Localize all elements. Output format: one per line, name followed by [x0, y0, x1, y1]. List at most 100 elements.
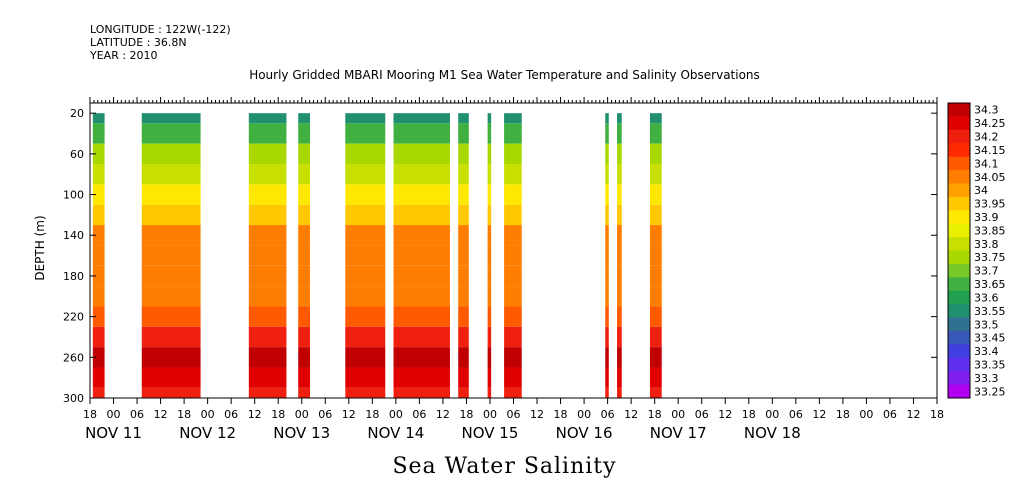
colorbar-label: 33.5	[974, 318, 999, 331]
x-date-label: NOV 12	[179, 424, 236, 442]
heatmap-cell	[141, 164, 201, 185]
heatmap-cell	[345, 143, 386, 165]
heatmap-cell	[504, 367, 522, 388]
data-segment	[141, 113, 201, 398]
colorbar-swatch	[948, 170, 970, 184]
x-tick-label: 06	[601, 408, 615, 421]
heatmap-cell	[487, 367, 492, 388]
heatmap-cell	[649, 306, 662, 327]
colorbar-label: 33.35	[974, 358, 1006, 371]
latitude-label: LATITUDE : 36.8N	[90, 36, 187, 49]
colorbar-label: 33.6	[974, 291, 999, 304]
heatmap-cell	[92, 164, 105, 185]
heatmap-cell	[458, 326, 469, 348]
heatmap-cell	[487, 123, 492, 144]
data-segment	[458, 113, 469, 398]
colorbar-label: 33.7	[974, 265, 999, 278]
heatmap-cell	[141, 286, 201, 307]
heatmap-cell	[487, 347, 492, 368]
heatmap-cell	[298, 347, 310, 368]
x-tick-label: 18	[742, 408, 756, 421]
x-tick-label: 00	[201, 408, 215, 421]
heatmap-cell	[92, 113, 105, 124]
x-date-label: NOV 16	[556, 424, 613, 442]
x-tick-label: 18	[459, 408, 473, 421]
heatmap-cell	[393, 367, 450, 388]
x-tick-label: 06	[507, 408, 521, 421]
heatmap-cell	[458, 204, 469, 226]
heatmap-cell	[617, 326, 622, 348]
heatmap-cell	[248, 367, 287, 388]
y-tick-label: 140	[63, 229, 84, 242]
heatmap-cell	[141, 306, 201, 327]
heatmap-cell	[458, 367, 469, 388]
heatmap-cell	[141, 123, 201, 144]
heatmap-cell	[298, 204, 310, 226]
colorbar-label: 33.8	[974, 238, 999, 251]
colorbar-label: 34.3	[974, 104, 999, 117]
data-segment	[345, 113, 386, 398]
x-date-label: NOV 13	[273, 424, 330, 442]
colorbar-swatch	[948, 116, 970, 131]
colorbar-swatch	[948, 210, 970, 225]
variable-label: Sea Water Salinity	[392, 454, 617, 479]
heatmap-cell	[649, 143, 662, 165]
colorbar-swatch	[948, 357, 970, 372]
x-date-label: NOV 11	[85, 424, 142, 442]
x-tick-label: 12	[248, 408, 262, 421]
heatmap-cell	[605, 265, 609, 287]
heatmap-cell	[393, 347, 450, 368]
heatmap-cell	[649, 225, 662, 246]
x-tick-label: 06	[883, 408, 897, 421]
heatmap-cell	[458, 347, 469, 368]
colorbar-label: 33.3	[974, 372, 999, 385]
heatmap-cell	[345, 367, 386, 388]
colorbar-swatch	[948, 344, 970, 359]
heatmap-cell	[605, 286, 609, 307]
heatmap-cell	[345, 204, 386, 226]
x-tick-label: 18	[365, 408, 379, 421]
colorbar-swatch	[948, 263, 970, 278]
heatmap-cell	[458, 164, 469, 185]
y-tick-label: 20	[70, 107, 84, 120]
heatmap-cell	[487, 204, 492, 226]
heatmap-cell	[504, 347, 522, 368]
colorbar-frame	[947, 102, 971, 399]
heatmap-cell	[298, 387, 310, 398]
heatmap-cell	[141, 245, 201, 266]
colorbar-swatch	[948, 143, 970, 158]
data-segment	[92, 113, 105, 398]
heatmap-cell	[298, 143, 310, 165]
heatmap-cell	[649, 387, 662, 398]
heatmap-cell	[248, 225, 287, 246]
data-segment	[393, 113, 450, 398]
data-segment	[605, 113, 609, 398]
x-tick-label: 06	[695, 408, 709, 421]
colorbar-label: 33.65	[974, 278, 1006, 291]
heatmap-cell	[141, 265, 201, 287]
y-tick-label: 60	[70, 148, 84, 161]
x-date-label: NOV 15	[462, 424, 519, 442]
y-tick-label: 100	[63, 189, 84, 202]
heatmap-cell	[248, 347, 287, 368]
x-tick-label: 06	[318, 408, 332, 421]
x-date-label: NOV 17	[650, 424, 707, 442]
heatmap-cell	[393, 204, 450, 226]
x-tick-label: 12	[342, 408, 356, 421]
data-segment	[504, 113, 522, 398]
heatmap-cell	[141, 225, 201, 246]
heatmap-cell	[248, 265, 287, 287]
colorbar-swatch	[948, 103, 970, 117]
heatmap-cell	[504, 265, 522, 287]
heatmap-cell	[617, 184, 622, 205]
longitude-label: LONGITUDE : 122W(-122)	[90, 23, 231, 36]
heatmap-cell	[617, 113, 622, 124]
heatmap-cell	[504, 164, 522, 185]
heatmap-cell	[393, 225, 450, 246]
y-tick-label: 260	[63, 351, 84, 364]
x-tick-label: 12	[718, 408, 732, 421]
colorbar-label: 34	[974, 184, 988, 197]
heatmap-cell	[345, 326, 386, 348]
heatmap-cell	[458, 143, 469, 165]
x-date-label: NOV 14	[367, 424, 424, 442]
